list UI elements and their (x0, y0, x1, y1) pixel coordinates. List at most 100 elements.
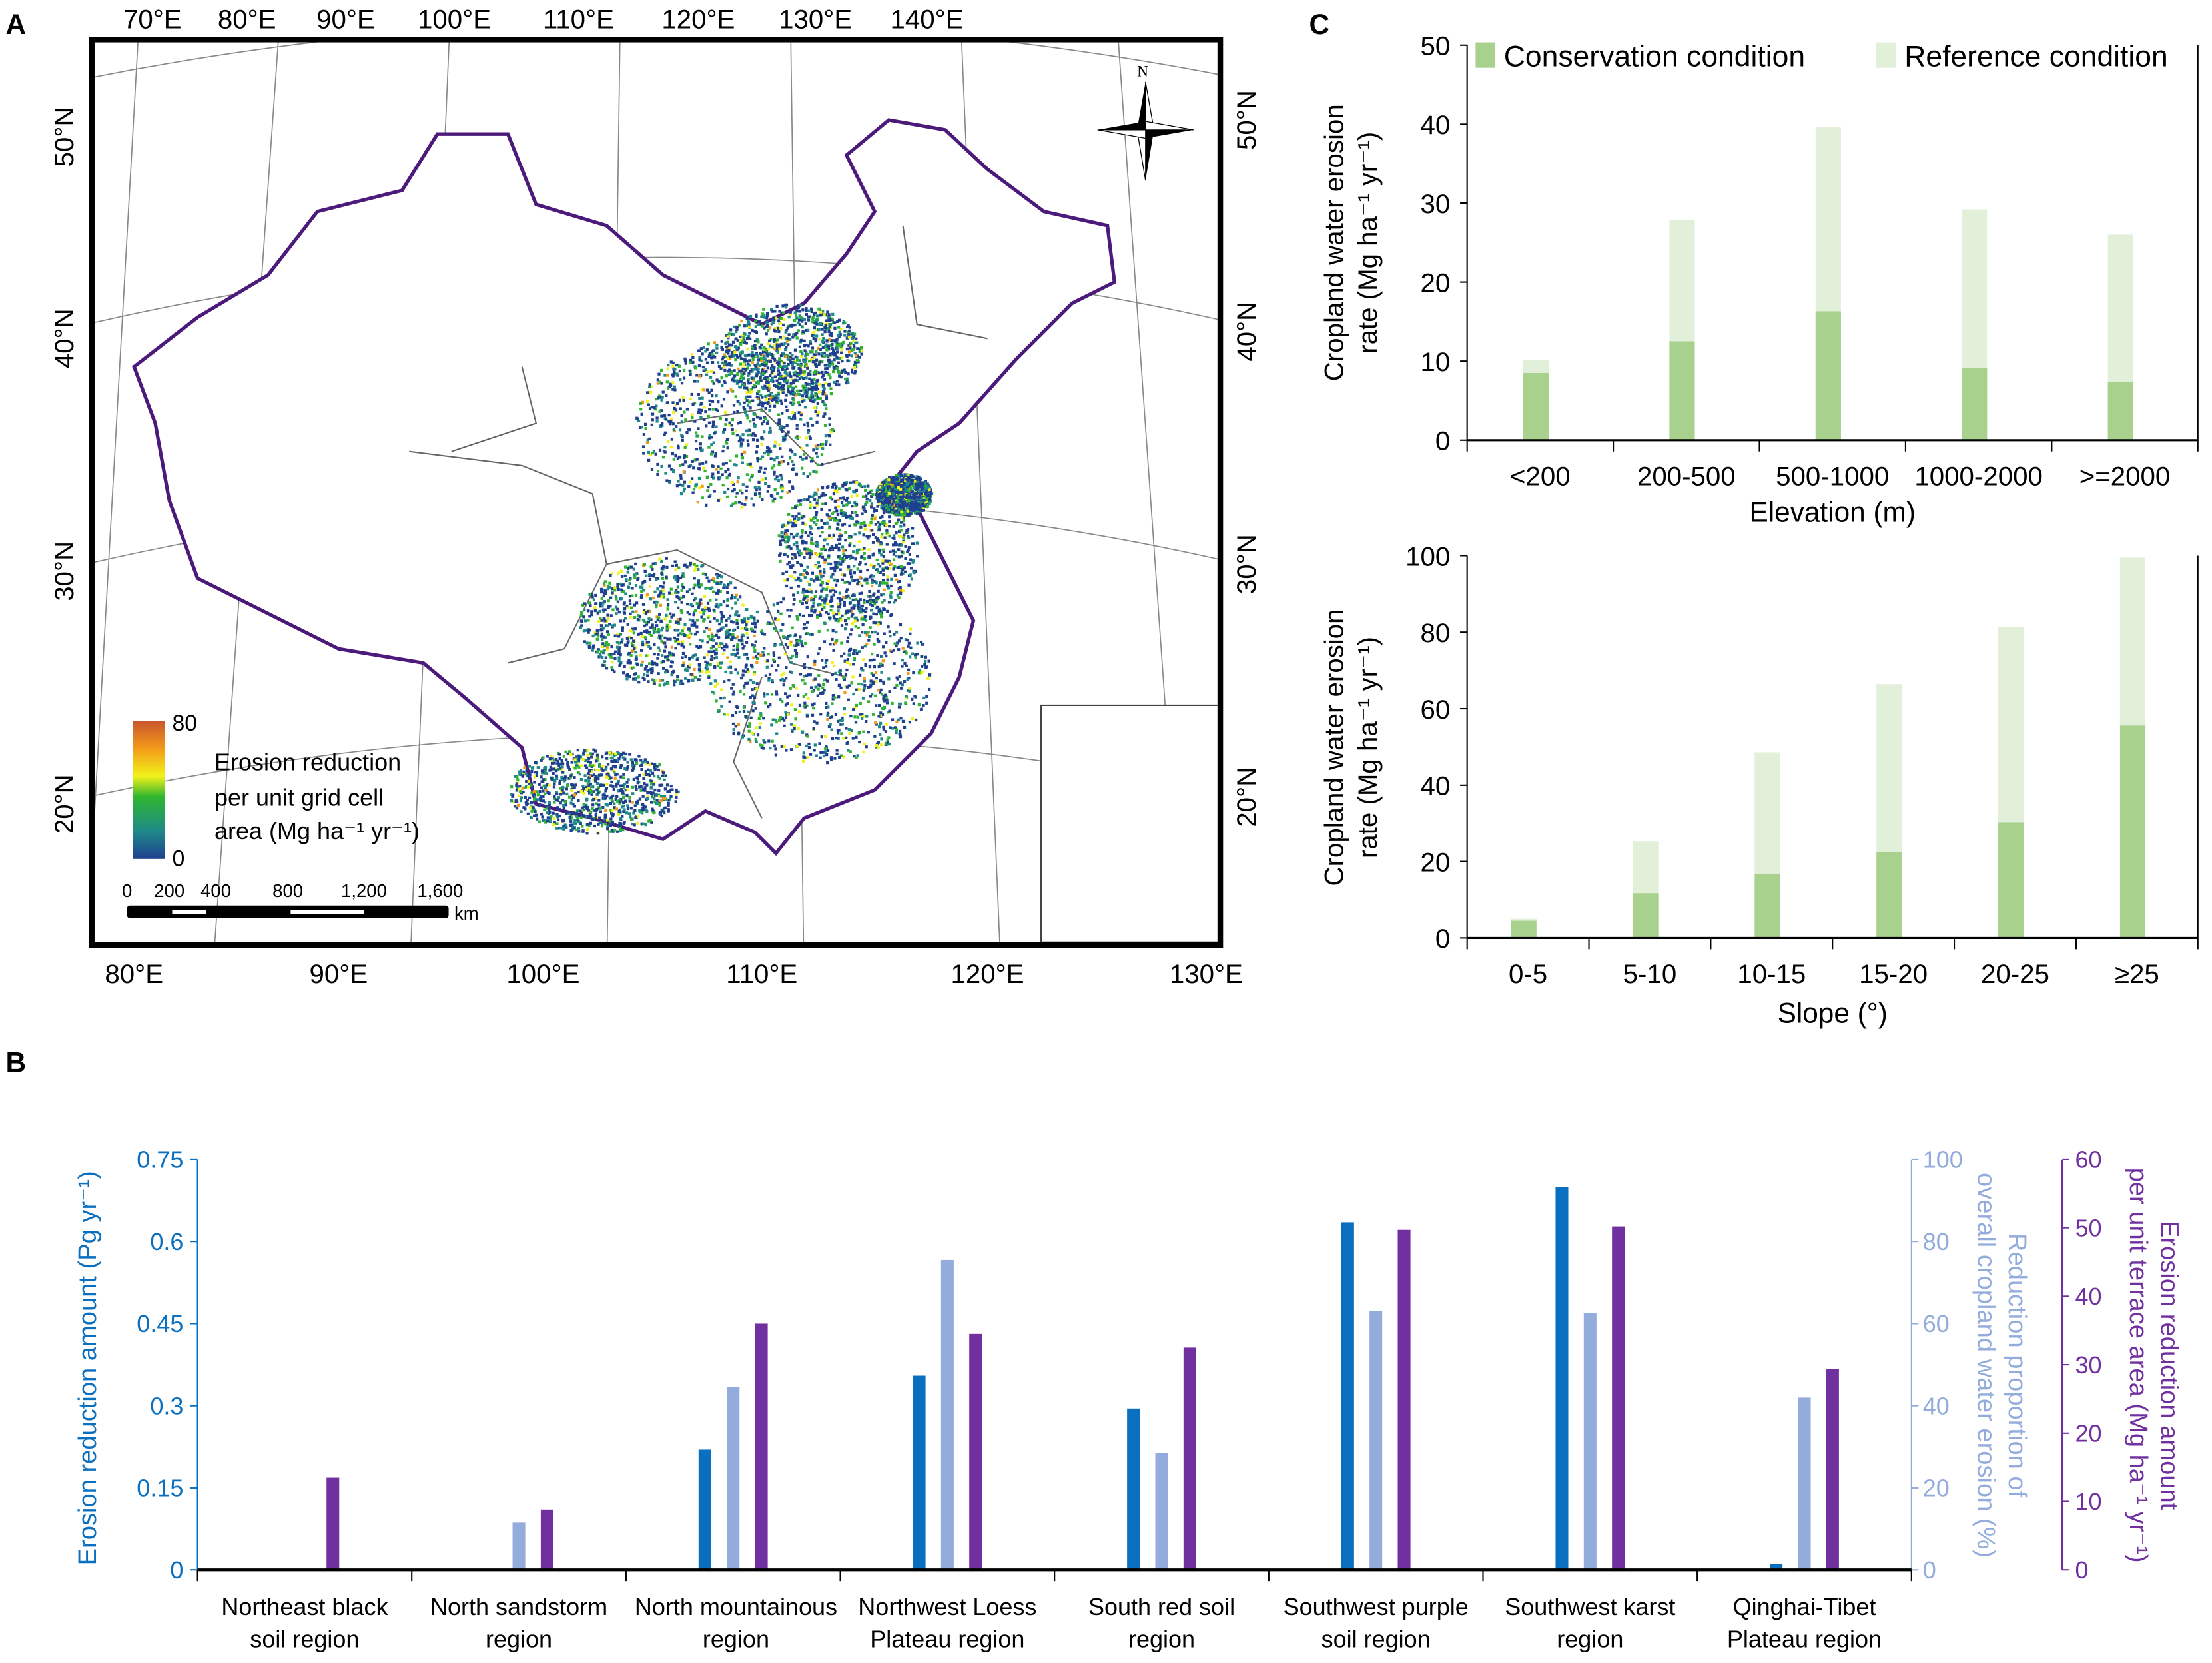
bottom-lon-label: 130°E (1170, 959, 1243, 989)
bar-conservation-condition (1998, 822, 2024, 938)
bottom-lon-label: 120°E (951, 959, 1024, 989)
bar-amount (1555, 1186, 1569, 1570)
bottom-lon-label: 90°E (310, 959, 368, 989)
map-panel: N 70°E 80°E 90°E 100°E 110°E 120°E 130°E 140°E 8… (49, 4, 1262, 989)
scale-bar (127, 905, 449, 918)
chart-c-elevation: 0 10 20 30 40 50 <200 200-500 500-1000 1000-2000 >… (1319, 31, 2199, 528)
bottom-lon-label: 100°E (506, 959, 579, 989)
category-label: region (486, 1626, 552, 1653)
colorbar (133, 721, 165, 859)
category-label: >=2000 (2079, 462, 2170, 492)
scale-tick: 0 (122, 880, 132, 901)
category-label: ≥25 (2115, 959, 2159, 989)
right1-tick-label: 80 (1923, 1228, 1950, 1255)
right2-tick-label: 10 (2075, 1488, 2101, 1515)
category-label: <200 (1510, 462, 1571, 492)
right2-tick-label: 40 (2075, 1283, 2101, 1310)
scale-unit: km (454, 903, 479, 924)
category-label: region (703, 1626, 769, 1653)
top-lon-label: 110°E (543, 4, 614, 34)
left-tick-label: 0 (170, 1556, 183, 1584)
y-axis-title-line2: rate (Mg ha⁻¹ yr⁻¹) (1353, 132, 1383, 354)
legend-title-line1: Erosion reduction (214, 748, 401, 775)
bottom-lon-label: 80°E (105, 959, 163, 989)
bar-terrace (326, 1477, 340, 1570)
bar-proportion (940, 1259, 954, 1570)
bar-terrace (969, 1333, 982, 1570)
y-tick-label: 0 (1435, 426, 1450, 456)
bar-proportion (727, 1387, 740, 1570)
bar-conservation-condition (1669, 341, 1695, 440)
bar-conservation-condition (1962, 368, 1988, 440)
y-tick-label: 50 (1421, 31, 1451, 61)
map-frame (89, 37, 1224, 948)
y-axis-title-line1: Cropland water erosion (1319, 104, 1349, 381)
bar-terrace (1397, 1229, 1411, 1570)
right1-tick-label: 20 (1923, 1475, 1950, 1502)
bar-conservation-condition (1633, 893, 1659, 938)
china-boundary (132, 118, 1117, 856)
legend-title-line2: per unit grid cell (214, 783, 384, 811)
legend-title-line3: area (Mg ha⁻¹ yr⁻¹) (214, 817, 420, 844)
y-tick-label: 20 (1421, 847, 1451, 877)
right2-tick-label: 0 (2075, 1556, 2088, 1584)
category-label: Plateau region (870, 1626, 1024, 1653)
right2-axis-title-line1: Erosion reduction amount (2155, 1221, 2184, 1510)
right2-tick-label: 30 (2075, 1351, 2101, 1379)
colorbar-min: 0 (172, 846, 184, 871)
chart-c-slope: 0 20 40 60 80 100 0-5 5-10 10-15 15-20 20-25 ≥25 Slo… (1319, 541, 2199, 1028)
category-label: Southwest purple (1284, 1593, 1469, 1620)
right2-tick-label: 20 (2075, 1419, 2101, 1447)
category-label: 5-10 (1623, 959, 1677, 989)
bar-amount (1127, 1408, 1140, 1570)
bar-amount (1770, 1564, 1783, 1570)
bar-terrace (1183, 1347, 1196, 1570)
left-tick-label: 0.6 (150, 1228, 183, 1255)
right-lat-label: 40°N (1232, 302, 1262, 362)
scale-tick: 200 (154, 880, 184, 901)
bar-proportion (1155, 1453, 1168, 1570)
bar-proportion (1798, 1397, 1811, 1570)
bar-proportion (1369, 1311, 1383, 1570)
left-lat-label: 30°N (49, 541, 79, 601)
category-label: 20-25 (1981, 959, 2049, 989)
left-lat-label: 50°N (49, 107, 79, 166)
x-axis-title: Elevation (m) (1749, 497, 1915, 528)
bar-conservation-condition (1511, 920, 1537, 938)
x-axis-title: Slope (°) (1778, 997, 1888, 1028)
colorbar-max: 80 (172, 711, 197, 736)
left-lat-label: 40°N (49, 308, 79, 368)
category-label: 15-20 (1859, 959, 1928, 989)
south-china-sea-inset (1040, 704, 1220, 943)
bar-conservation-condition (1815, 311, 1841, 440)
y-axis-title-line1: Cropland water erosion (1319, 609, 1349, 886)
category-label: Northeast black (221, 1593, 388, 1620)
panel-label-c: C (1309, 9, 1329, 40)
right1-axis-title-line1: Reduction proportion of (2003, 1233, 2031, 1498)
right-lat-label: 20°N (1232, 767, 1262, 827)
bar-terrace (755, 1323, 768, 1570)
legend-label-conservation: Conservation condition (1504, 41, 1805, 73)
y-tick-label: 60 (1421, 695, 1451, 725)
category-label: Northwest Loess (858, 1593, 1036, 1620)
category-label: Southwest karst (1505, 1593, 1675, 1620)
left-tick-label: 0.3 (150, 1392, 183, 1419)
bar-proportion (512, 1522, 526, 1570)
coordinate-labels: 70°E 80°E 90°E 100°E 110°E 120°E 130°E 140°E 80°… (49, 4, 1262, 989)
bar-conservation-condition (2107, 382, 2133, 440)
panel-label-b: B (6, 1047, 27, 1078)
right1-tick-label: 60 (1923, 1310, 1950, 1337)
bar-terrace (540, 1509, 553, 1570)
bar-terrace (1612, 1226, 1625, 1570)
category-label: 200-500 (1637, 462, 1736, 492)
bar-conservation-condition (1754, 873, 1780, 938)
right2-tick-label: 50 (2075, 1214, 2101, 1241)
category-label: 10-15 (1737, 959, 1806, 989)
north-arrow-icon (1097, 81, 1194, 181)
legend-swatch-reference (1876, 42, 1896, 68)
bar-amount (913, 1375, 926, 1570)
bar-conservation-condition (1523, 372, 1549, 440)
legend-label-reference: Reference condition (1904, 41, 2168, 73)
y-tick-label: 0 (1435, 924, 1450, 954)
